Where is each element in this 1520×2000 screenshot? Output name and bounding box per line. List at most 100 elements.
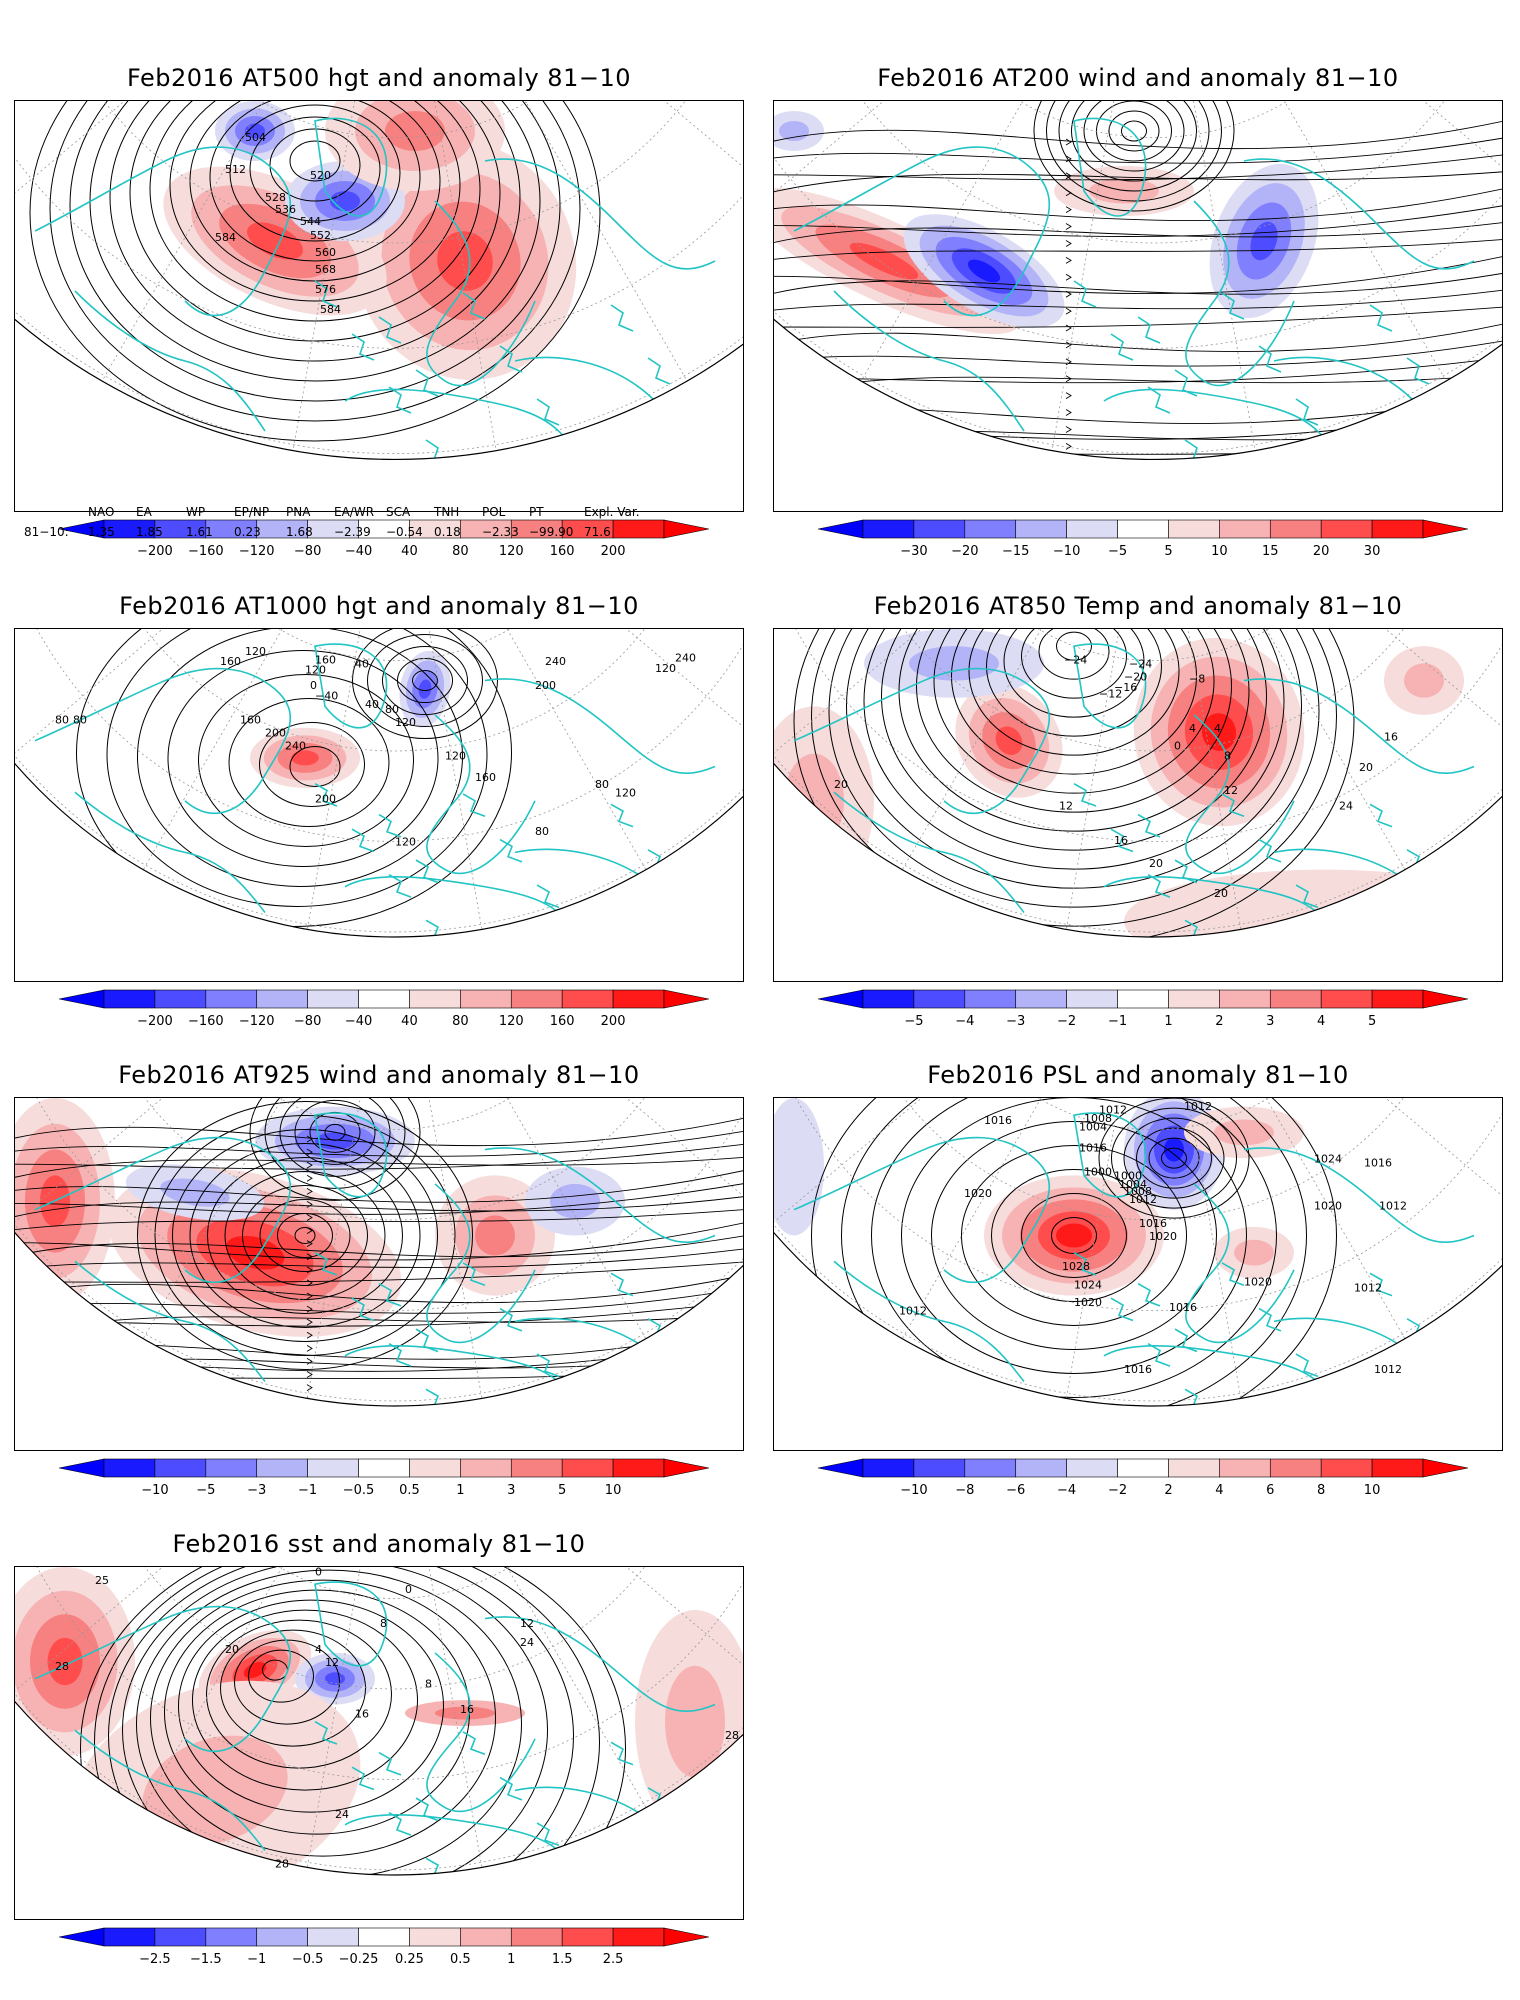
contour-label: 20 — [225, 1643, 239, 1656]
anomaly-shading — [1164, 1137, 1184, 1162]
contour-label: 160 — [220, 655, 241, 668]
colorbar-segment — [358, 1458, 410, 1478]
index-value: 0.23 — [234, 525, 261, 539]
contour-line — [881, 629, 1267, 851]
streamline-arrow — [1065, 442, 1072, 450]
streamline — [15, 1405, 743, 1406]
index-header: POL — [482, 505, 506, 519]
colorbar-segment — [913, 989, 966, 1009]
colorbar-tick-label: 4 — [1215, 1483, 1224, 1498]
streamline-arrow — [306, 1318, 313, 1326]
graticule — [15, 1098, 743, 1406]
country-border — [314, 280, 338, 308]
streamline — [15, 1235, 743, 1258]
longitude-line — [1048, 1098, 1154, 1406]
streamline-arrow — [306, 1344, 313, 1352]
contour-line — [224, 1170, 386, 1300]
contour-label: 4 — [315, 1643, 322, 1656]
contour-line — [277, 1212, 333, 1258]
country-border — [1184, 439, 1208, 460]
country-border — [610, 304, 634, 332]
contour-line — [1033, 101, 1235, 212]
contour-label: 16 — [355, 1707, 369, 1720]
colorbar-segment — [1320, 519, 1373, 539]
map-svg — [774, 101, 1502, 500]
contour-label: 1016 — [1169, 1301, 1197, 1314]
streamline-arrow — [306, 1331, 313, 1339]
hemisphere-boundary — [774, 318, 1502, 460]
country-border — [1073, 280, 1097, 308]
colorbar-segment — [510, 989, 563, 1009]
contour-line — [49, 101, 581, 422]
contour-line — [1121, 120, 1147, 142]
streamline-arrow — [1065, 324, 1072, 332]
colorbar: −30 −20 −15 −10 −5 5 10 15 20 30 — [817, 519, 1469, 560]
colorbar-segment — [103, 1927, 156, 1947]
country-border — [647, 1318, 671, 1342]
index-values: 81−10: 1.35 1.85 1.61 0.23 1.68 −2.39 −0.54 0.18… — [24, 525, 724, 543]
colorbar-tick-label: −160 — [187, 544, 224, 559]
longitude-line — [394, 629, 743, 641]
contour-line — [249, 116, 381, 222]
coastline — [833, 290, 1025, 432]
streamline-arrow — [306, 1187, 313, 1195]
colorbar-segment — [256, 1458, 308, 1478]
country-border — [342, 1879, 364, 1901]
coastline — [314, 643, 388, 729]
contour-line — [961, 1144, 1187, 1326]
colorbar-tick-label: −3 — [1006, 1014, 1026, 1029]
panel-at500: Feb2016 AT500 hgt and anomaly 81−10 504 5… — [14, 60, 744, 559]
country-border — [415, 1797, 439, 1822]
contour-label: −8 — [1189, 672, 1205, 685]
coastline — [344, 1345, 576, 1406]
streamline — [774, 120, 1502, 150]
country-border — [1184, 919, 1208, 937]
country-border — [1147, 386, 1171, 414]
country-border — [462, 793, 486, 818]
country-border — [1258, 345, 1282, 373]
streamline-arrow — [1065, 155, 1072, 163]
index-value: 1.35 — [88, 525, 115, 539]
colorbar-tick-label: −5 — [1107, 544, 1128, 559]
streamline-arrow — [1066, 494, 1071, 500]
contour-line — [986, 629, 1162, 737]
longitude-line — [92, 1567, 395, 1875]
colorbar-segment — [1320, 989, 1373, 1009]
longitude-line — [92, 629, 395, 937]
contour-line — [129, 101, 501, 342]
country-border — [1137, 1282, 1161, 1307]
colorbar: −2.5 −1.5 −1 −0.5 −0.25 0.25 0.5 1 1.5 2.5 — [58, 1927, 710, 1968]
colorbar-segment — [1269, 1458, 1322, 1478]
coastline — [1273, 356, 1415, 402]
colorbar-segment — [561, 1458, 614, 1478]
coastline — [484, 1147, 716, 1243]
country-border — [462, 1731, 486, 1756]
contour-label: 12 — [520, 1617, 534, 1630]
index-row-label: 81−10: — [24, 525, 69, 539]
colorbar-segment — [1371, 1458, 1424, 1478]
contour-label: −12 — [1099, 688, 1122, 701]
colorbar-tick-label: 0.5 — [399, 1483, 420, 1498]
coastline — [74, 1260, 266, 1383]
country-border — [536, 884, 560, 909]
country-border — [1332, 451, 1356, 460]
map-content — [774, 1098, 1502, 1406]
contour-label: 160 — [475, 771, 496, 784]
index-value: −99.90 — [529, 525, 574, 539]
colorbar-tick-label: 2 — [1215, 1014, 1224, 1029]
colorbar-arrow-right — [1422, 519, 1469, 539]
coastline — [1185, 714, 1295, 875]
streamline — [15, 1261, 743, 1283]
longitude-line — [15, 629, 395, 823]
latitude-line — [167, 1098, 622, 1130]
country-border — [425, 1857, 449, 1875]
map-plot — [14, 1097, 744, 1451]
contour-label: −20 — [1124, 671, 1147, 684]
map-content — [15, 629, 743, 937]
country-border — [388, 874, 412, 898]
contour-line — [863, 629, 1285, 870]
anomaly-shading — [1056, 1223, 1092, 1248]
contour-label: 1004 — [1119, 1178, 1147, 1191]
colorbar-ticks: −200 −160 −120 −80 −40 40 80 120 160 200 — [59, 544, 709, 560]
index-value: 0.18 — [434, 525, 461, 539]
